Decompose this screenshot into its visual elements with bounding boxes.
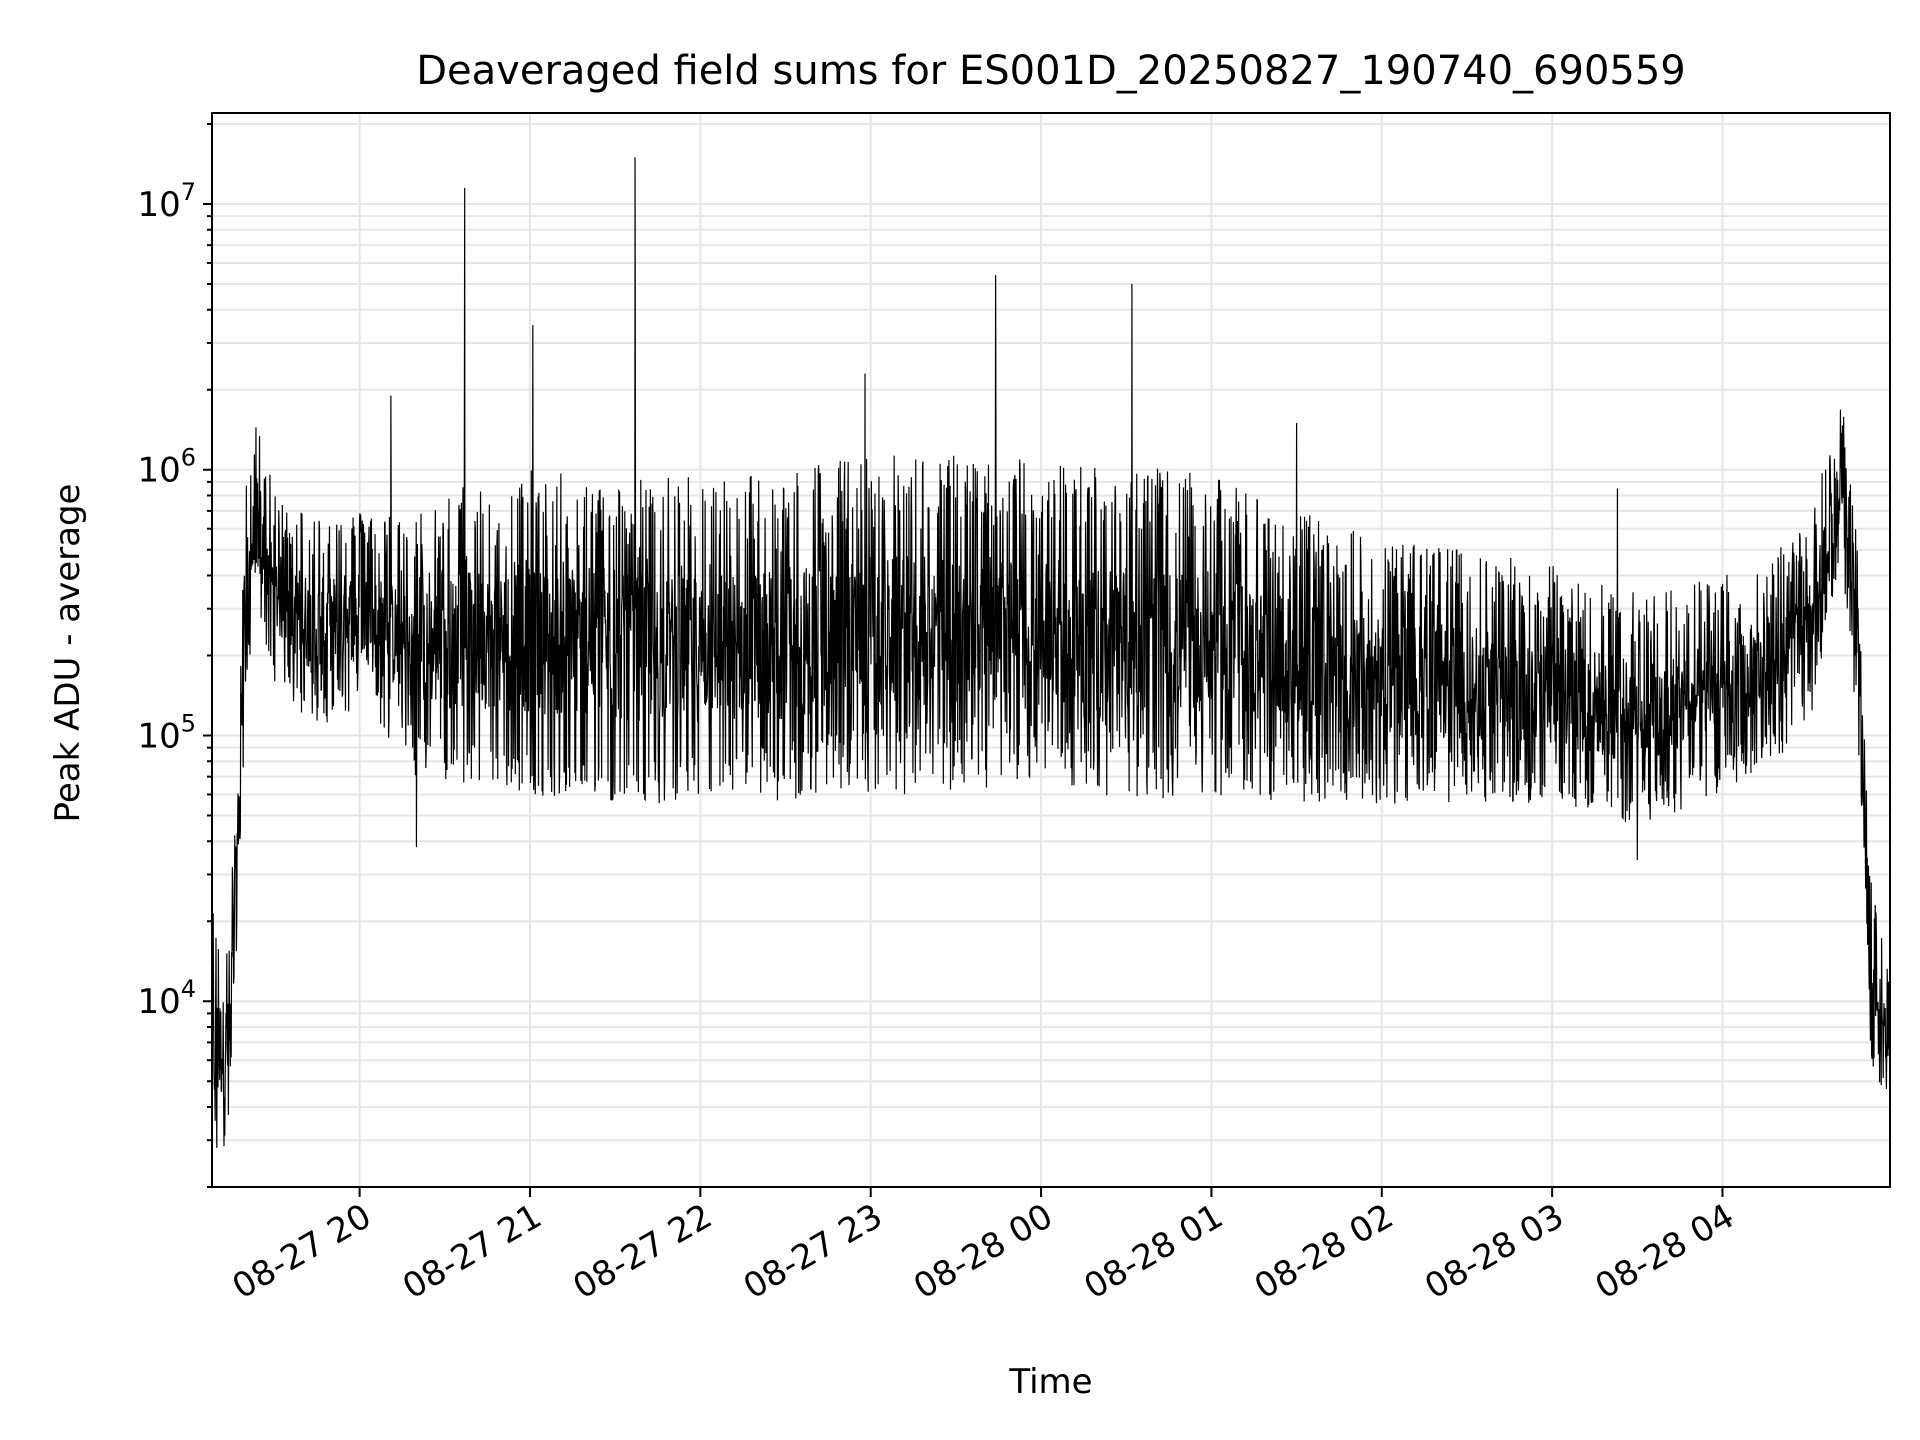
y-tick-base: 10 [137,185,180,225]
chart-title: Deaveraged field sums for ES001D_2025082… [416,48,1686,94]
x-axis-label: Time [1008,1362,1092,1402]
y-tick-exponent: 5 [181,709,196,737]
y-tick-base: 10 [137,451,180,491]
y-tick-base: 10 [137,716,180,756]
y-tick-label: 105 [137,709,196,756]
y-tick-exponent: 4 [181,975,196,1003]
data-series [211,157,1891,1148]
y-tick-exponent: 6 [181,444,196,472]
series-line [211,157,1891,1148]
y-tick-label: 104 [137,975,196,1022]
y-tick-label: 107 [137,178,196,225]
y-axis-label: Peak ADU - average [48,484,88,823]
y-tick-exponent: 7 [181,178,196,206]
y-tick-label: 106 [137,444,196,491]
plot-frame [211,112,1891,1188]
y-tick-base: 10 [137,982,180,1022]
